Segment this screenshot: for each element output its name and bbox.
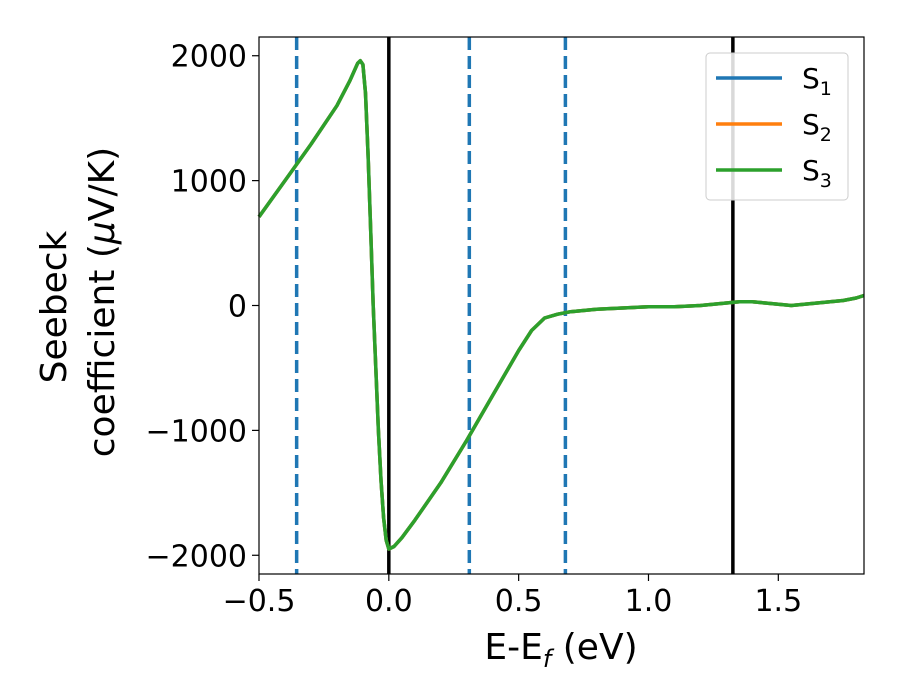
y-axis-label-line2: coefficient (μV/K) (82, 147, 123, 457)
legend-box (705, 52, 849, 201)
series-lines (257, 58, 865, 551)
x-axis: −0.5 0.0 0.5 1.0 1.5 (223, 574, 802, 619)
x-tick-label: 1.5 (754, 584, 802, 619)
legend-label-S1: S1 (802, 62, 832, 100)
x-axis-label: E-Ef (eV) (484, 627, 637, 673)
y-tick-label: 1000 (171, 165, 247, 200)
x-tick-label: 0.5 (495, 584, 543, 619)
legend: S1 S2 S3 (705, 52, 849, 201)
x-tick-label: −0.5 (223, 584, 296, 619)
x-tick-label: 0.0 (365, 584, 413, 619)
y-axis-label-line1: Seebeck (34, 230, 75, 383)
y-axis: −2000 −1000 0 1000 2000 (146, 40, 259, 574)
series-line-S3 (257, 58, 865, 551)
y-tick-label: −1000 (146, 414, 247, 449)
y-tick-label: 2000 (171, 40, 247, 75)
y-axis-label-unit: V/K) (82, 147, 123, 221)
legend-label-S2: S2 (802, 108, 832, 146)
y-tick-label: 0 (228, 290, 247, 325)
x-tick-label: 1.0 (625, 584, 673, 619)
legend-label-S3: S3 (802, 154, 832, 192)
y-axis-label-mu: μ (82, 221, 123, 245)
x-axis-label-unit: (eV) (551, 627, 637, 668)
y-tick-label: −2000 (146, 539, 247, 574)
